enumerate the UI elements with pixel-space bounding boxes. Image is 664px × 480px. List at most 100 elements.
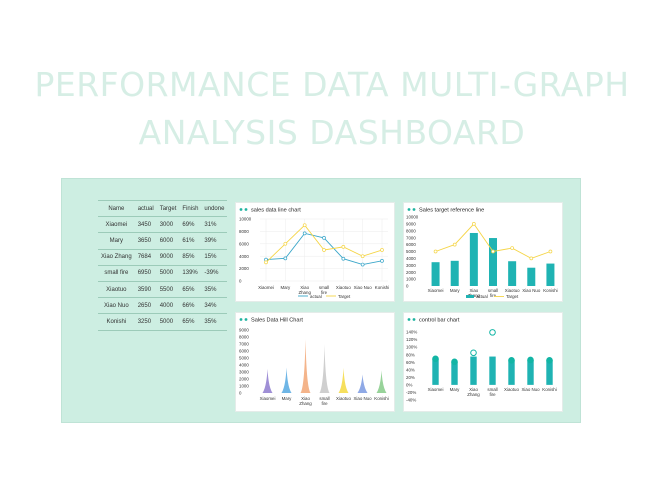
chart-title: control bar chart [419, 318, 460, 324]
bar [508, 261, 517, 286]
cell-undone: 35% [201, 280, 228, 298]
header-name: Name [98, 199, 135, 217]
y-tick-label: 3000 [406, 263, 416, 268]
hill-chart-panel: Sales Data Hill Chart 9000 8000 7000 6000 500… [235, 312, 395, 412]
data-point [548, 249, 553, 254]
data-point [380, 248, 384, 252]
hill-peak [376, 370, 387, 393]
hill-peak [281, 367, 292, 393]
y-tick-label: 140% [406, 330, 417, 335]
hill-peak [338, 367, 349, 393]
performance-table: Name actual Target Finish undone Xiaomei… [98, 199, 228, 331]
cell-name: Konishi [98, 313, 135, 331]
bar [431, 262, 440, 286]
table-row: Xiao Zhang 7684 9000 85% 15% [98, 248, 228, 266]
legend-swatch-actual [466, 295, 474, 298]
x-tick-label: Xiao Nuo [353, 396, 372, 401]
title-dot-icon [244, 208, 248, 211]
cell-undone: 34% [201, 297, 228, 314]
bar [470, 356, 477, 385]
y-tick-label: 6000 [406, 242, 416, 247]
value-marker [508, 357, 515, 364]
title-dot-icon [412, 208, 416, 211]
data-point [452, 242, 457, 247]
y-tick-label: 100% [406, 345, 417, 350]
cell-actual: 6950 [134, 264, 157, 282]
reference-bar-chart-panel: Sales target reference line 10000 9000 8000… [403, 202, 563, 302]
legend-label-actual: actual [310, 294, 322, 299]
y-tick-label: 8000 [239, 229, 249, 234]
y-tick-label: 0% [406, 382, 412, 387]
cell-finish: 65% [179, 313, 202, 331]
y-tick-label: 0 [239, 279, 242, 284]
y-tick-label: 3000 [239, 370, 249, 375]
y-tick-label: 7000 [406, 235, 416, 240]
cell-undone: 15% [201, 248, 228, 266]
title-dot-icon [412, 318, 416, 321]
y-tick-label: 9000 [239, 328, 249, 333]
y-tick-label: 6000 [239, 241, 249, 246]
x-tick-label: Mary [450, 288, 461, 293]
cell-actual: 3450 [134, 216, 157, 233]
y-tick-label: 2000 [239, 266, 249, 271]
y-tick-label: -20% [406, 390, 416, 395]
cell-finish: 61% [179, 232, 202, 250]
cell-target: 9000 [156, 248, 180, 266]
cell-finish: 65% [179, 280, 202, 298]
y-tick-label: 8000 [406, 228, 416, 233]
y-tick-label: 0 [239, 391, 242, 396]
y-tick-label: 8000 [239, 335, 249, 340]
title-dot-icon [239, 318, 243, 321]
y-tick-label: 6000 [239, 349, 249, 354]
x-tick-label: Xiaomei [428, 387, 444, 392]
table-row: small fire 6950 5000 139% -39% [98, 264, 228, 282]
y-tick-label: 120% [406, 337, 417, 342]
x-tick-label: small fire [319, 285, 329, 295]
data-point [283, 241, 288, 246]
bar [546, 263, 555, 286]
header-undone: undone [201, 199, 228, 217]
table-row: Konishi 3250 5000 65% 35% [98, 313, 228, 331]
value-marker [432, 355, 439, 363]
x-tick-label: Konishi [374, 396, 388, 401]
cell-undone: 35% [201, 313, 228, 331]
data-point [472, 222, 476, 226]
cell-name: Xiao Zhang [98, 248, 135, 266]
cell-target: 5500 [156, 280, 180, 298]
value-marker [470, 349, 477, 357]
cell-target: 4000 [156, 297, 180, 314]
cell-actual: 3590 [134, 280, 157, 298]
table-row: Xiao Nuo 2650 4000 66% 34% [98, 297, 228, 314]
y-tick-label: 4000 [239, 254, 249, 259]
y-tick-label: 4000 [239, 363, 249, 368]
cell-name: small fire [98, 264, 135, 282]
cell-actual: 2650 [134, 297, 157, 314]
bar [508, 360, 515, 385]
data-point [302, 231, 307, 236]
title-dot-icon [407, 208, 411, 211]
bar [432, 358, 439, 385]
data-point [283, 256, 288, 261]
cell-target: 6000 [156, 232, 180, 250]
y-tick-label: 1000 [239, 384, 249, 389]
y-tick-label: 5000 [239, 356, 249, 361]
reference-bar-chart: Sales target reference line1000090008000… [406, 208, 558, 300]
title-dot-icon [239, 208, 243, 211]
x-tick-label: Mary [450, 387, 461, 392]
hill-peak [319, 344, 330, 393]
y-tick-label: 7000 [239, 342, 249, 347]
y-tick-label: 10000 [406, 215, 419, 220]
header-finish: Finish [179, 199, 202, 217]
chart-title: sales data line chart [251, 208, 301, 214]
y-tick-label: 20% [406, 375, 415, 380]
x-tick-label: Xiaomei [260, 396, 276, 401]
cell-finish: 85% [179, 248, 202, 266]
x-tick-label: Konishi [542, 387, 556, 392]
line-chart-panel: sales data line chart 10000 8000 6000 4000 20… [235, 202, 395, 302]
cell-finish: 69% [179, 216, 202, 233]
data-point [302, 223, 307, 228]
bar [489, 356, 496, 385]
y-tick-label: 5000 [406, 249, 416, 254]
